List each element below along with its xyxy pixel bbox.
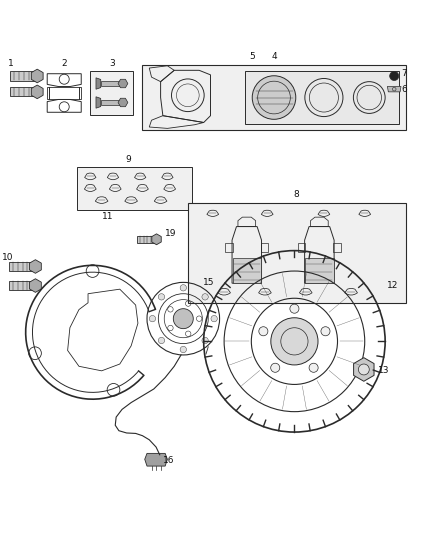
Polygon shape (29, 260, 41, 273)
Bar (244, 71, 399, 124)
Circle shape (358, 364, 369, 375)
Circle shape (211, 316, 217, 322)
Text: 9: 9 (126, 155, 131, 164)
Circle shape (158, 294, 165, 300)
Text: 4: 4 (271, 52, 277, 61)
Circle shape (173, 309, 193, 329)
Polygon shape (118, 98, 128, 107)
Text: 7: 7 (401, 69, 407, 78)
Text: 12: 12 (387, 281, 399, 290)
Polygon shape (96, 78, 101, 89)
Bar (9, 281, 35, 290)
Bar (138, 236, 156, 243)
Polygon shape (32, 69, 43, 83)
Text: 19: 19 (165, 229, 177, 238)
Circle shape (259, 327, 268, 336)
Bar (9, 262, 35, 271)
Polygon shape (32, 85, 43, 99)
Polygon shape (152, 234, 161, 245)
Text: 16: 16 (163, 456, 174, 465)
Text: 15: 15 (203, 278, 214, 287)
Polygon shape (145, 454, 167, 466)
Circle shape (202, 294, 208, 300)
Polygon shape (353, 358, 374, 381)
Circle shape (290, 304, 299, 313)
Text: 5: 5 (249, 52, 255, 61)
Circle shape (158, 337, 165, 344)
Circle shape (271, 363, 280, 373)
Text: 2: 2 (61, 59, 67, 68)
Circle shape (390, 71, 399, 80)
Bar (188, 203, 406, 303)
Circle shape (180, 346, 187, 353)
Circle shape (309, 363, 318, 373)
Text: 13: 13 (378, 366, 390, 375)
Text: 11: 11 (102, 212, 113, 221)
Polygon shape (29, 279, 41, 293)
Polygon shape (387, 86, 401, 92)
Bar (101, 100, 123, 106)
Bar (47, 86, 81, 100)
Bar (142, 64, 406, 131)
Bar (10, 71, 37, 80)
Text: 1: 1 (8, 59, 14, 68)
Text: 6: 6 (401, 85, 407, 94)
Text: 8: 8 (294, 190, 300, 199)
Polygon shape (118, 79, 128, 88)
Circle shape (202, 337, 208, 344)
Bar (90, 71, 134, 115)
Bar (101, 80, 123, 86)
Circle shape (149, 316, 155, 322)
Bar (77, 167, 192, 210)
Polygon shape (96, 97, 101, 108)
Bar (10, 87, 37, 96)
Text: 10: 10 (2, 253, 14, 262)
Circle shape (271, 318, 318, 365)
Circle shape (180, 285, 187, 291)
Circle shape (321, 327, 330, 336)
Text: 3: 3 (109, 59, 115, 68)
Polygon shape (305, 258, 333, 283)
Circle shape (252, 76, 296, 119)
Polygon shape (233, 258, 261, 283)
